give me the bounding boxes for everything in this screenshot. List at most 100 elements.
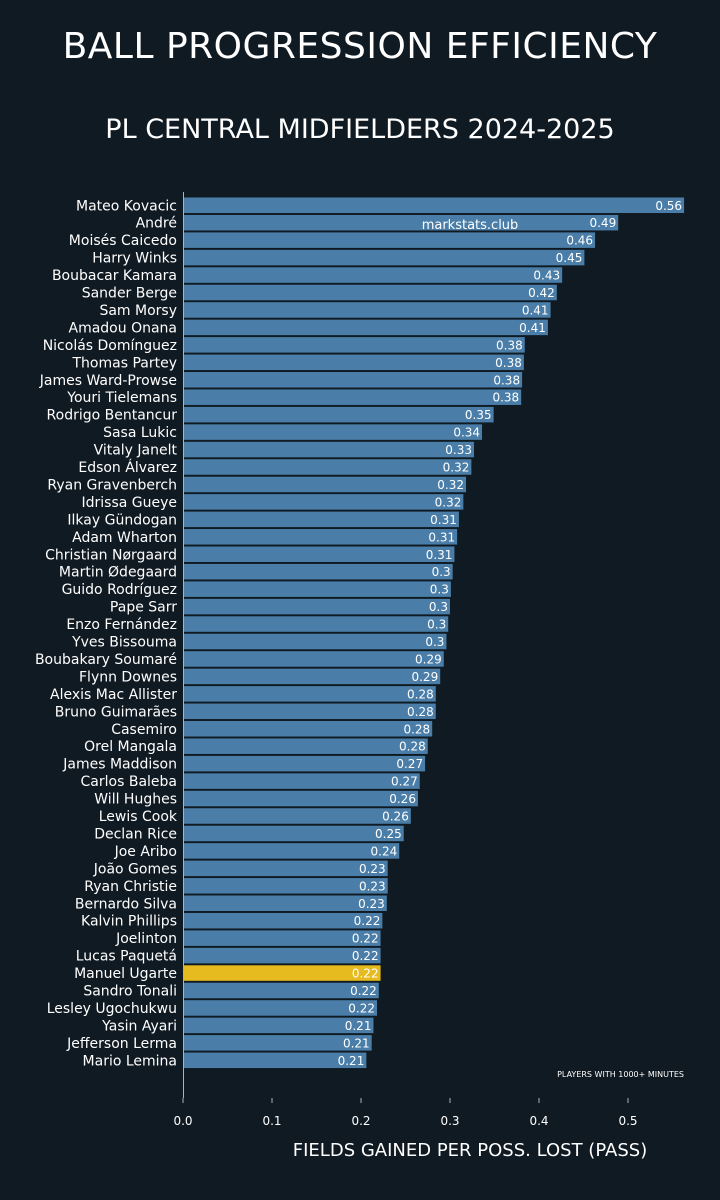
category-label: Orel Mangala	[84, 739, 177, 755]
category-label: Ryan Gravenberch	[47, 477, 177, 493]
category-label: Casemiro	[111, 722, 177, 738]
bar	[184, 878, 388, 894]
data-label: 0.41	[519, 321, 546, 335]
data-label: 0.38	[495, 356, 522, 370]
category-label: Mateo Kovacic	[76, 198, 177, 214]
bar	[184, 895, 387, 911]
data-label: 0.22	[352, 932, 379, 946]
data-label: 0.41	[522, 303, 549, 317]
data-label: 0.28	[407, 705, 434, 719]
data-label: 0.3	[432, 565, 451, 579]
bar	[184, 860, 388, 877]
data-label: 0.32	[443, 461, 470, 475]
bar	[184, 389, 522, 405]
bar	[184, 197, 685, 213]
data-label: 0.43	[533, 269, 560, 283]
chart-subtitle: PL CENTRAL MIDFIELDERS 2024-2025	[105, 114, 615, 145]
x-tick-label: 0.4	[529, 1114, 548, 1128]
bar	[184, 738, 428, 754]
bar	[184, 982, 379, 999]
category-label: Idrissa Gueye	[81, 495, 177, 511]
bar	[184, 354, 524, 371]
category-label: Bernardo Silva	[75, 896, 177, 912]
category-label: André	[136, 216, 177, 232]
bar	[184, 633, 447, 650]
x-tick-label: 0.2	[351, 1114, 370, 1128]
bar	[184, 441, 475, 458]
category-label: Will Hughes	[94, 792, 177, 808]
x-axis-label: FIELDS GAINED PER POSS. LOST (PASS)	[292, 1140, 648, 1161]
data-label: 0.3	[429, 600, 448, 614]
data-label: 0.35	[465, 408, 492, 422]
category-label: Joelinton	[115, 931, 177, 947]
x-tick-label: 0.5	[618, 1114, 637, 1128]
data-label: 0.31	[430, 513, 457, 527]
category-label: Thomas Partey	[72, 355, 178, 371]
data-label: 0.27	[396, 757, 423, 771]
category-label: Yves Bissouma	[71, 635, 177, 651]
category-label: James Ward-Prowse	[39, 373, 177, 389]
bar	[184, 755, 426, 772]
category-label: Pape Sarr	[110, 600, 177, 616]
data-label: 0.22	[350, 984, 377, 998]
data-label: 0.21	[345, 1019, 372, 1033]
data-label: 0.31	[428, 530, 455, 544]
data-label: 0.22	[352, 949, 379, 963]
category-label: Moisés Caicedo	[69, 233, 177, 249]
category-label: Martin Ødegaard	[59, 565, 177, 581]
x-tick-label: 0.0	[173, 1114, 192, 1128]
data-label: 0.38	[493, 373, 520, 387]
data-label: 0.26	[389, 792, 416, 806]
bar	[184, 232, 596, 248]
category-label: Bruno Guimarães	[55, 704, 177, 720]
data-label: 0.21	[343, 1036, 370, 1050]
data-label: 0.23	[359, 862, 386, 876]
category-label: Edson Álvarez	[78, 459, 177, 476]
bar	[184, 494, 464, 510]
data-label: 0.32	[437, 478, 464, 492]
data-label: 0.25	[375, 827, 402, 841]
bar	[184, 947, 381, 964]
category-label: Boubakary Soumaré	[35, 652, 177, 668]
bar	[184, 511, 459, 528]
bar	[184, 598, 450, 615]
highlight-bar	[184, 965, 381, 981]
category-label: Ryan Christie	[84, 879, 177, 895]
data-label: 0.26	[382, 810, 409, 824]
category-label: Adam Wharton	[72, 530, 177, 546]
bar	[184, 563, 453, 580]
bar	[184, 1035, 372, 1051]
category-label: Alexis Mac Allister	[50, 687, 177, 703]
category-label: Flynn Downes	[79, 669, 177, 685]
category-label: Lewis Cook	[99, 809, 178, 825]
category-label: Mario Lemina	[83, 1053, 177, 1069]
category-label: Harry Winks	[92, 251, 177, 267]
category-label: Ilkay Gündogan	[67, 512, 177, 528]
bar	[184, 1017, 374, 1034]
category-label: Yasin Ayari	[101, 1018, 177, 1034]
category-label: João Gomes	[93, 861, 177, 877]
data-label: 0.3	[425, 635, 444, 649]
bar	[184, 616, 449, 632]
bar	[184, 476, 467, 493]
bar	[184, 337, 525, 353]
bar	[184, 267, 563, 283]
bar	[184, 1000, 378, 1016]
data-label: 0.22	[348, 1001, 375, 1015]
category-label: Declan Rice	[94, 826, 177, 842]
data-label: 0.45	[556, 251, 583, 265]
category-label: Sandro Tonali	[83, 984, 177, 1000]
data-label: 0.46	[566, 234, 593, 248]
bar	[184, 406, 494, 423]
bar	[184, 249, 585, 266]
data-label: 0.3	[427, 618, 446, 632]
data-label: 0.34	[453, 426, 480, 440]
x-tick-label: 0.1	[262, 1114, 281, 1128]
category-label: Sasa Lukic	[103, 425, 177, 441]
category-label: Lesley Ugochukwu	[47, 1001, 177, 1017]
category-label: Sander Berge	[82, 286, 177, 302]
category-label: Lucas Paquetá	[76, 949, 177, 965]
data-label: 0.21	[338, 1054, 365, 1068]
bar	[184, 424, 483, 440]
